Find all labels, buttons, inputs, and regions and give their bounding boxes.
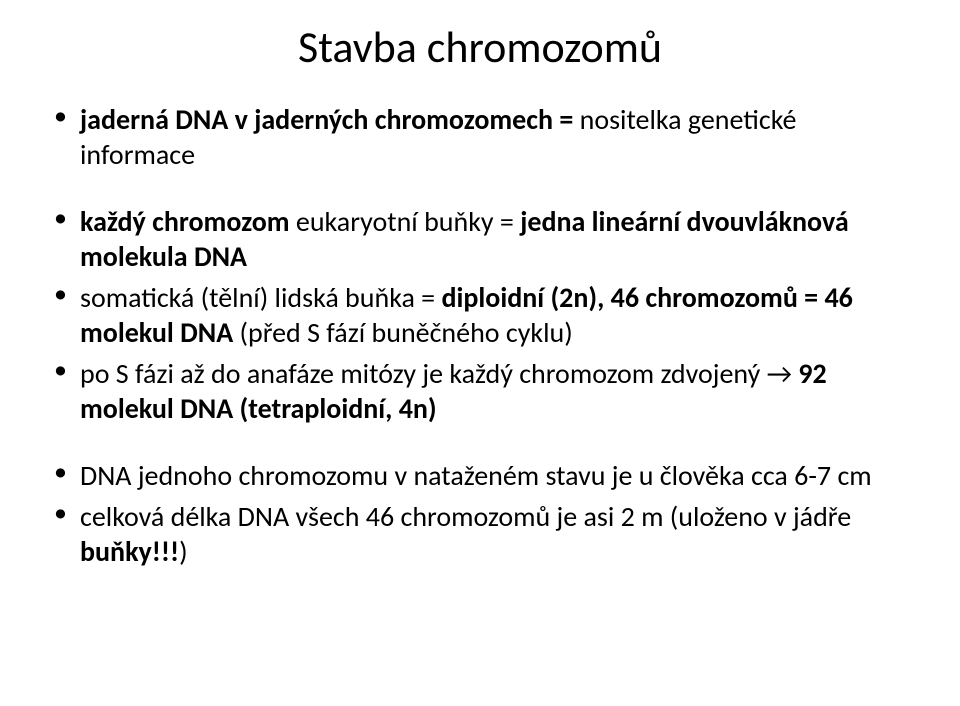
text-run: po S fázi až do anafáze mitózy je každý … bbox=[80, 356, 798, 391]
text-run: každý chromozom bbox=[80, 204, 296, 239]
list-item: každý chromozom eukaryotní buňky = jedna… bbox=[50, 204, 910, 274]
text-run: eukaryotní buňky = bbox=[296, 204, 520, 239]
slide: Stavba chromozomů jaderná DNA v jadernýc… bbox=[0, 0, 960, 706]
text-run: buňky!!! bbox=[80, 534, 179, 569]
list-item: jaderná DNA v jaderných chromozomech = n… bbox=[50, 102, 910, 172]
spacer bbox=[50, 178, 910, 204]
spacer bbox=[50, 432, 910, 458]
list-item: DNA jednoho chromozomu v nataženém stavu… bbox=[50, 458, 910, 493]
slide-title: Stavba chromozomů bbox=[50, 20, 910, 74]
list-item: celková délka DNA všech 46 chromozomů je… bbox=[50, 499, 910, 569]
text-run: somatická (tělní) lidská buňka = bbox=[80, 280, 441, 315]
text-run: ) bbox=[179, 534, 188, 569]
list-item: somatická (tělní) lidská buňka = diploid… bbox=[50, 280, 910, 350]
text-run: (před S fází buněčného cyklu) bbox=[240, 315, 573, 350]
bullet-list: jaderná DNA v jaderných chromozomech = n… bbox=[50, 102, 910, 569]
text-run: celková délka DNA všech 46 chromozomů je… bbox=[80, 499, 851, 534]
text-run: jaderná DNA v jaderných chromozomech = bbox=[80, 102, 580, 137]
list-item: po S fázi až do anafáze mitózy je každý … bbox=[50, 356, 910, 426]
text-run: DNA jednoho chromozomu v nataženém stavu… bbox=[80, 458, 872, 493]
